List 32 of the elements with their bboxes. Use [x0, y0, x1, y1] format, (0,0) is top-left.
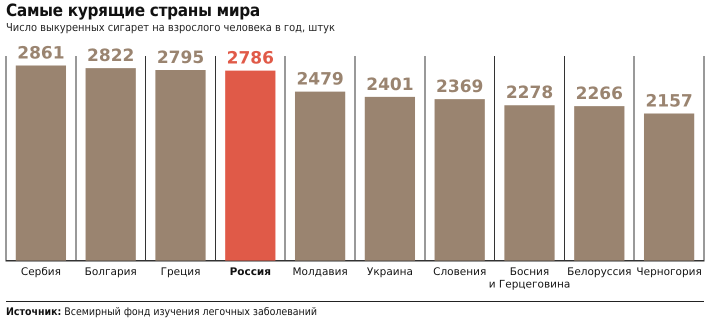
data-label: 2822 — [87, 46, 134, 66]
x-tick-label: Белоруссия — [567, 266, 632, 278]
x-tick-label: Греция — [160, 266, 200, 278]
data-label: 2401 — [366, 74, 414, 95]
bar — [225, 70, 276, 261]
x-tick-label: Украина — [366, 266, 413, 278]
x-tick-label: Черногория — [636, 266, 702, 278]
x-tick-label: Россия — [230, 266, 272, 278]
bar — [155, 70, 206, 261]
data-label: 2861 — [17, 43, 65, 64]
data-label: 2266 — [576, 84, 623, 104]
bar — [16, 65, 66, 261]
bar — [644, 114, 694, 261]
bar — [504, 105, 555, 261]
x-tick-label: Молдавия — [292, 266, 348, 278]
bar — [294, 92, 346, 261]
data-label: 2795 — [156, 48, 204, 68]
data-label: 2786 — [226, 48, 274, 69]
data-label: 2369 — [436, 77, 484, 97]
bar — [574, 106, 624, 261]
data-label: 2479 — [296, 69, 344, 90]
chart-subtitle: Число выкуренных сигарет на взрослого человека в год, штук — [6, 21, 335, 34]
data-label: 2278 — [506, 83, 554, 104]
bar — [364, 96, 416, 261]
data-label: 2157 — [645, 91, 693, 112]
chart-title: Самые курящие страны мира — [6, 1, 260, 21]
x-tick-label: Словения — [433, 266, 486, 278]
text: Источник: Всемирный фонд изучения легочных заболеваний — [6, 306, 318, 318]
bar — [86, 68, 136, 261]
x-tick-label: Болгария — [84, 266, 137, 278]
bar — [434, 99, 485, 261]
x-tick-label: Сербия — [20, 266, 61, 278]
